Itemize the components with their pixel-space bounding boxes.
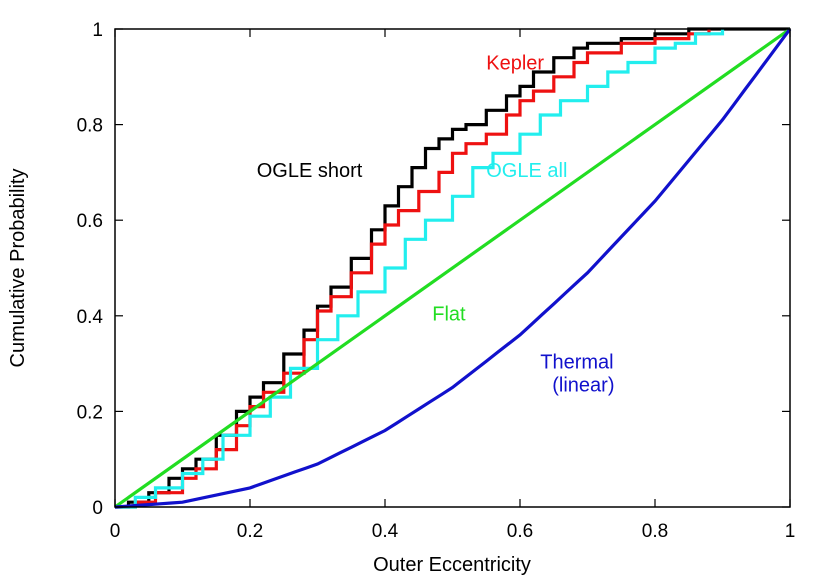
series-line-flat [114,27,791,509]
y-tick-label: 0 [92,498,103,519]
x-tick-label: 0.4 [372,521,399,542]
series-label-flat: Flat [432,304,466,326]
plot-frame [114,28,791,508]
y-tick-label: 0.6 [77,211,103,232]
series-label-ogle-all: OGLE all [486,160,567,182]
series-label-thermal-linear: Thermal (linear) [540,351,614,396]
series-line-ogle-all [115,29,725,509]
y-tick-label: 0.2 [77,402,103,423]
tick-layer: 0 0.2 0.4 0.6 0.8 1 0 0.2 0.4 0.6 0.8 1 [77,20,796,542]
series-line-thermal-linear [114,28,792,509]
x-axis-label: Outer Eccentricity [373,554,531,576]
y-tick-label: 0.4 [77,307,104,328]
annotation-layer: OGLE short Kepler OGLE all Flat Thermal (line… [257,53,615,397]
y-tick-label: 1 [92,20,103,41]
series-line-kepler [115,29,711,509]
x-tick-label: 1 [785,521,796,542]
x-tick-label: 0.2 [237,521,263,542]
series-label-kepler: Kepler [486,53,544,75]
x-tick-label: 0.6 [507,521,533,542]
x-tick-label: 0 [110,521,121,542]
x-tick-label: 0.8 [642,521,668,542]
y-axis-label: Cumulative Probability [7,169,29,368]
y-tick-label: 0.8 [77,116,103,137]
series-layer [114,27,792,509]
series-label-ogle-short: OGLE short [257,160,363,182]
